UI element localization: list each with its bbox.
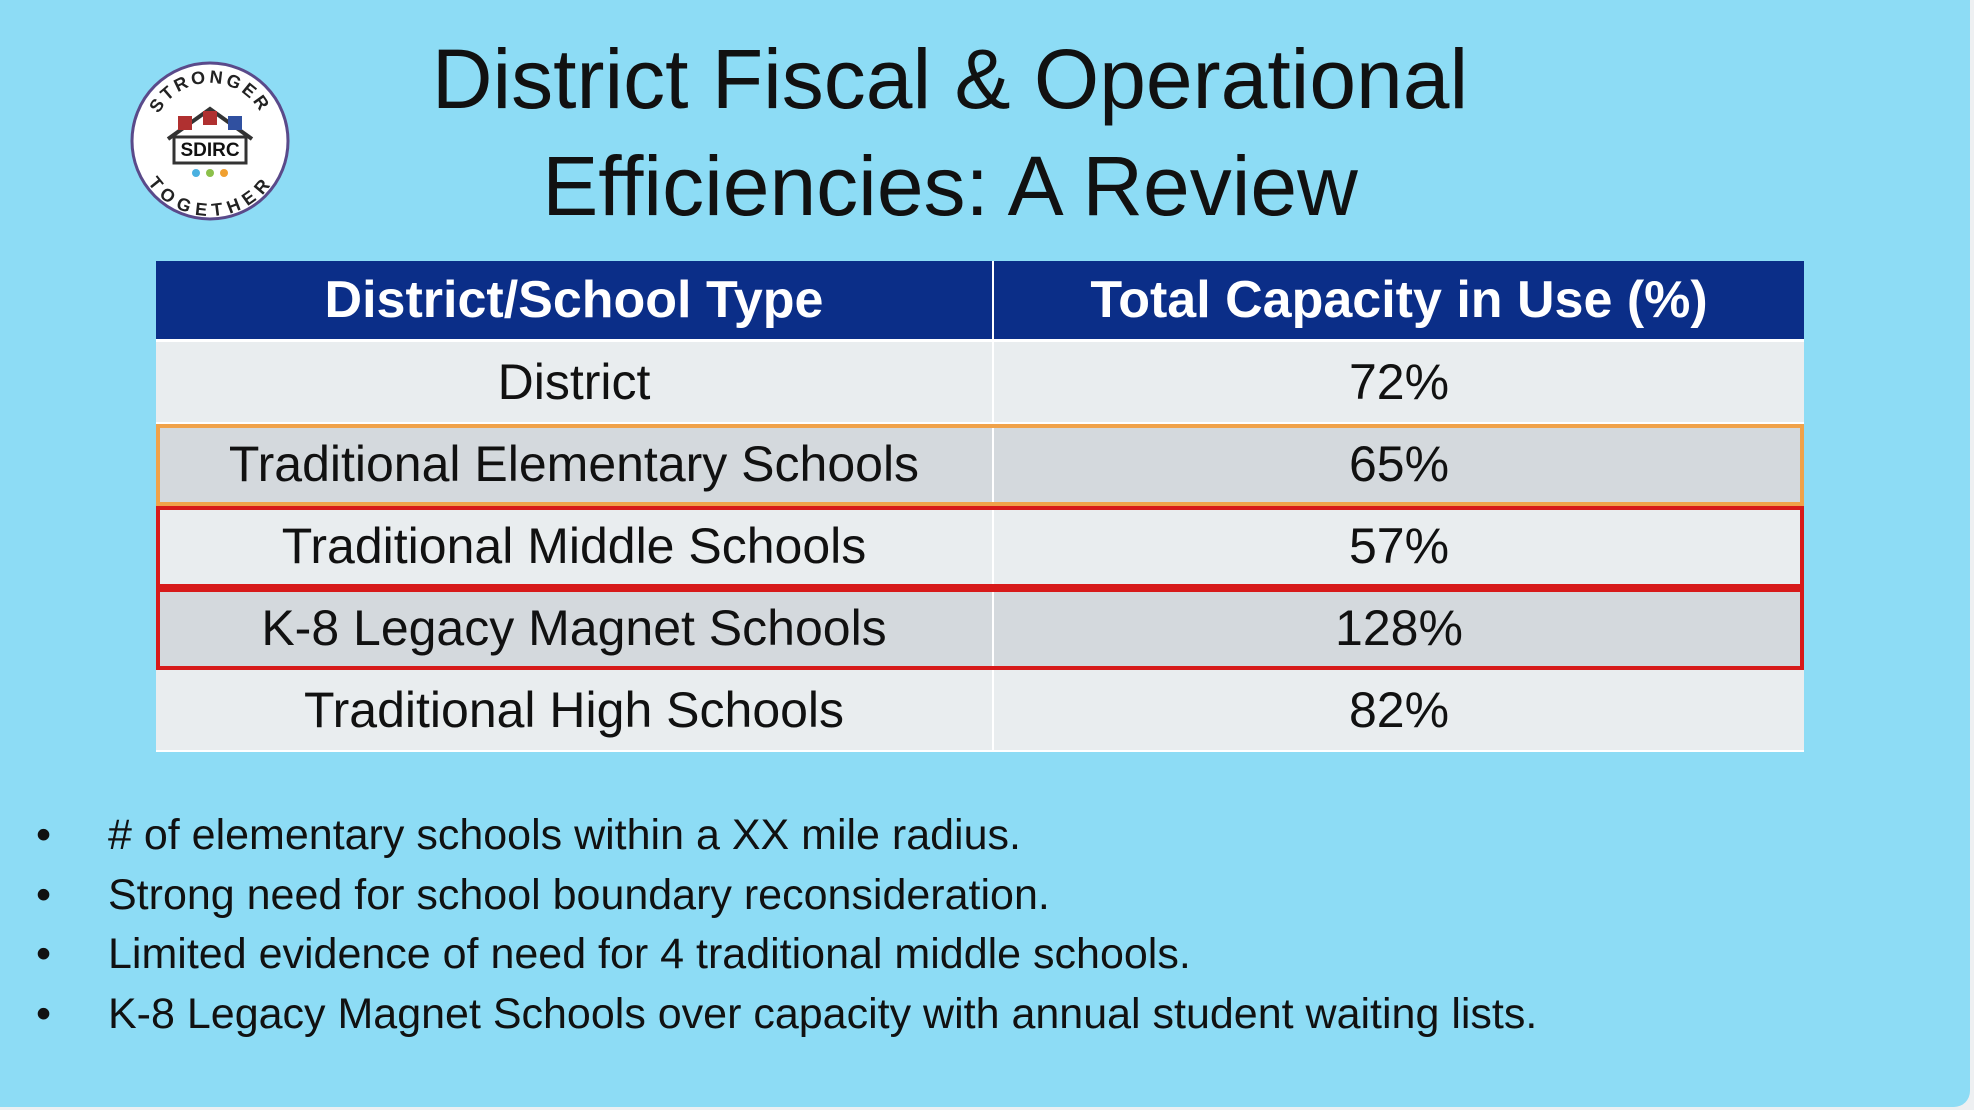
table-cell: 128% <box>1335 600 1463 656</box>
logo: STRONGER TOGETHER SDIRC <box>130 61 290 221</box>
column-header: District/School Type <box>156 261 994 339</box>
logo-center-text: SDIRC <box>180 140 239 161</box>
table-row: K-8 Legacy Magnet Schools 128% <box>156 588 1804 670</box>
table-cell: District <box>156 342 994 422</box>
bullet-item: K-8 Legacy Magnet Schools over capacity … <box>0 985 1537 1045</box>
title: District Fiscal & Operational Efficienci… <box>431 32 1469 233</box>
bullet-list: # of elementary schools within a XX mile… <box>0 806 1537 1044</box>
table-row: Traditional Middle Schools 57% <box>156 506 1804 588</box>
table-row: Traditional High Schools 82% <box>156 670 1804 752</box>
table-row: District 72% <box>156 342 1804 424</box>
column-header: Total Capacity in Use (%) <box>1090 271 1708 329</box>
header-row: District/School Type Total Capacity in Us… <box>156 261 1804 342</box>
bullet-item: Limited evidence of need for 4 tradition… <box>0 925 1537 985</box>
table-cell: Traditional High Schools <box>156 670 994 750</box>
table-cell: 65% <box>1348 436 1450 492</box>
table-cell: 72% <box>1348 354 1450 410</box>
table-cell: 82% <box>1348 682 1450 738</box>
table-cell: Traditional Middle Schools <box>156 506 994 586</box>
table-cell: 57% <box>1348 518 1450 574</box>
table-cell: Traditional Elementary Schools <box>156 424 994 504</box>
table-row: Traditional Elementary Schools 65% <box>156 424 1804 506</box>
bullet-item: # of elementary schools within a XX mile… <box>0 806 1537 866</box>
table: District/School Type Total Capacity in Us… <box>156 261 1804 752</box>
table-cell: K-8 Legacy Magnet Schools <box>156 588 994 668</box>
bullet-item: Strong need for school boundary reconsid… <box>0 866 1537 926</box>
